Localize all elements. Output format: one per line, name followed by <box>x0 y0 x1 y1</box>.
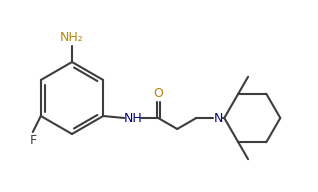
Text: N: N <box>214 112 223 124</box>
Text: NH₂: NH₂ <box>60 31 84 44</box>
Text: NH: NH <box>124 112 142 124</box>
Text: O: O <box>153 87 163 100</box>
Text: F: F <box>29 134 36 147</box>
